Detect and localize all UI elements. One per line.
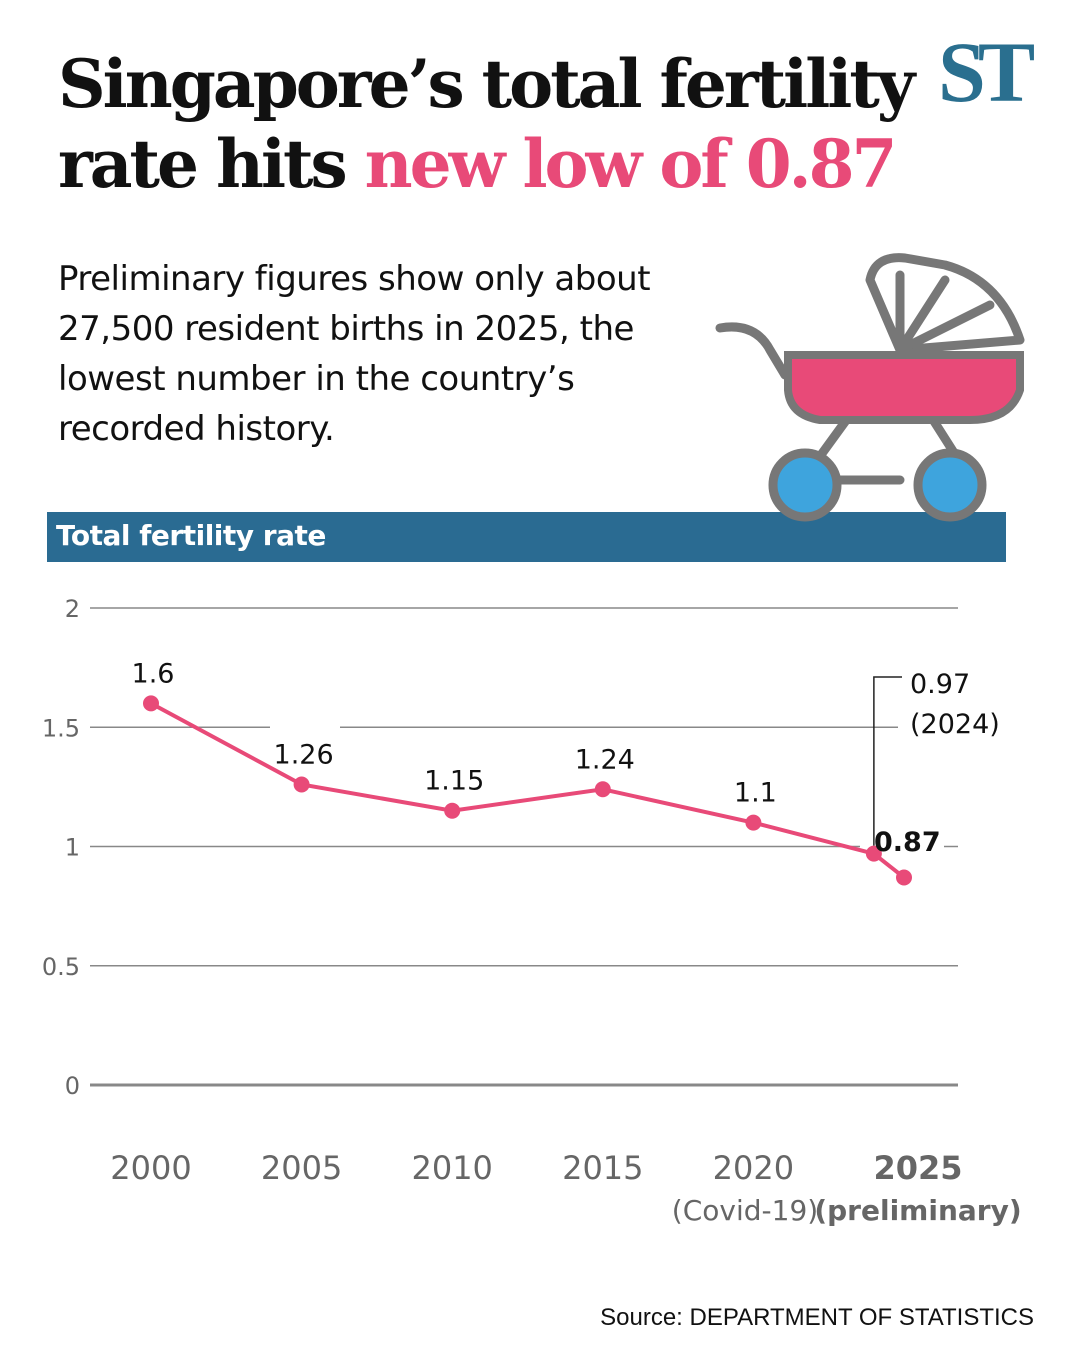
y-tick-label: 1.5	[42, 714, 80, 742]
x-tick-label: 2015	[562, 1149, 643, 1187]
data-point	[444, 802, 461, 819]
data-point	[594, 781, 611, 798]
x-tick-note: (preliminary)	[814, 1194, 1021, 1227]
x-tick-label: 2000	[110, 1149, 191, 1187]
y-tick-label: 0.5	[42, 953, 80, 981]
headline-text: Singapore’s total fertility rate hits	[58, 45, 915, 203]
y-tick-label: 1	[65, 834, 80, 862]
data-point	[293, 776, 310, 793]
annotation-leader	[873, 676, 902, 846]
x-tick-note: (Covid-19)	[672, 1194, 818, 1227]
data-label: 1.1	[734, 778, 777, 809]
data-point	[896, 869, 912, 886]
baby-stroller-icon	[715, 253, 1025, 522]
subtitle: Preliminary figures show only about 27,5…	[58, 259, 651, 449]
y-tick-label: 2	[65, 595, 80, 623]
data-label: 1.15	[424, 766, 484, 797]
source-note: Source: DEPARTMENT OF STATISTICS	[600, 1304, 1034, 1331]
data-label: 0.87	[874, 827, 941, 858]
chart-title: Total fertility rate	[56, 519, 326, 552]
data-point	[865, 845, 882, 862]
y-tick-label: 0	[65, 1072, 80, 1100]
x-tick-label: 2025	[873, 1149, 962, 1187]
data-label: 1.6	[132, 658, 175, 689]
headline-highlight: new low of 0.87	[364, 125, 898, 203]
x-tick-label: 2020	[713, 1149, 794, 1187]
data-point	[745, 814, 762, 831]
data-label: 1.26	[274, 739, 334, 770]
data-label: 1.24	[575, 744, 635, 775]
headline: Singapore’s total fertility rate hits ne…	[58, 44, 958, 204]
st-logo: ST	[938, 24, 1035, 120]
series-line	[150, 701, 906, 880]
x-tick-label: 2005	[261, 1149, 342, 1187]
data-label-note: (2024)	[910, 709, 1000, 740]
data-label: 0.97	[910, 669, 970, 700]
data-point	[143, 695, 159, 712]
chart-title-band: Total fertility rate	[47, 512, 1006, 562]
x-tick-label: 2010	[411, 1149, 492, 1187]
